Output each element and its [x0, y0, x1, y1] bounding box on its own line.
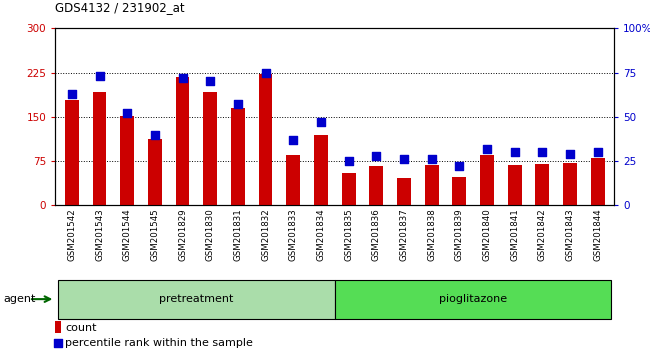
Bar [397, 178, 411, 205]
Point [94, 73, 105, 79]
Point [205, 79, 215, 84]
Bar [480, 155, 494, 205]
Bar [591, 158, 604, 205]
Bar [335, 280, 612, 319]
Text: pretreatment: pretreatment [159, 294, 233, 304]
Text: GDS4132 / 231902_at: GDS4132 / 231902_at [55, 1, 185, 14]
Bar [314, 135, 328, 205]
Bar [58, 280, 335, 319]
Bar [424, 165, 439, 205]
Bar [369, 166, 384, 205]
Bar [231, 108, 245, 205]
Bar [286, 155, 300, 205]
Point [288, 137, 298, 143]
Text: percentile rank within the sample: percentile rank within the sample [65, 338, 253, 348]
Text: pioglitazone: pioglitazone [439, 294, 507, 304]
Bar [176, 77, 189, 205]
Bar [536, 164, 549, 205]
Point [53, 341, 64, 346]
Text: count: count [65, 322, 97, 332]
Point [67, 91, 77, 97]
Point [343, 158, 354, 164]
Point [316, 119, 326, 125]
Point [454, 164, 465, 169]
Bar [342, 173, 356, 205]
Point [565, 151, 575, 157]
Text: agent: agent [3, 294, 36, 304]
Point [510, 149, 520, 155]
Point [122, 110, 133, 116]
Bar [259, 74, 272, 205]
Point [537, 149, 547, 155]
Bar [148, 139, 162, 205]
Point [398, 156, 409, 162]
Bar [508, 165, 521, 205]
Bar [55, 321, 61, 333]
Bar [452, 177, 466, 205]
Point [150, 132, 160, 137]
Bar [65, 100, 79, 205]
Point [371, 153, 382, 159]
Point [177, 75, 188, 81]
Bar [563, 163, 577, 205]
Bar [203, 92, 217, 205]
Point [261, 70, 271, 75]
Bar [92, 92, 107, 205]
Point [482, 146, 492, 152]
Point [233, 102, 243, 107]
Point [592, 149, 603, 155]
Bar [120, 116, 134, 205]
Point [426, 156, 437, 162]
